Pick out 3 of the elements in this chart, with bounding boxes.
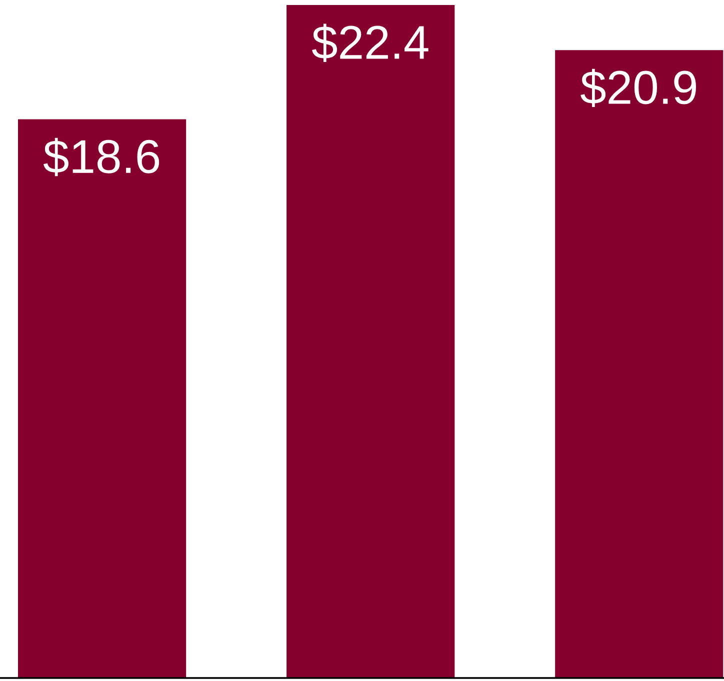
data-label: $18.6 (43, 138, 160, 176)
data-label: $22.4 (312, 24, 428, 62)
data-label: $20.9 (580, 68, 696, 108)
